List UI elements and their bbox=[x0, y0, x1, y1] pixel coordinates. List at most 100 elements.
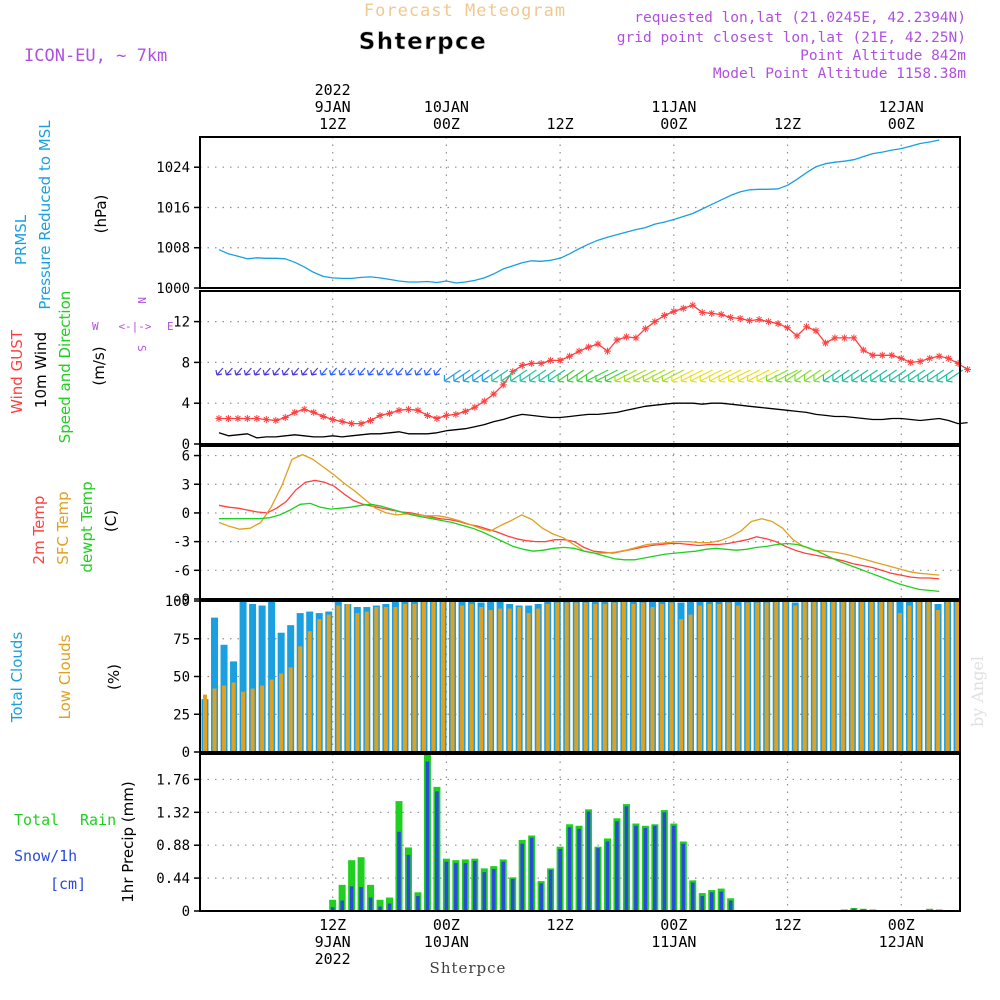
wind-direction-arrow bbox=[538, 369, 556, 383]
low-cloud-bar bbox=[374, 607, 379, 752]
low-cloud-bar bbox=[726, 602, 731, 752]
wind-gust-marker bbox=[433, 415, 441, 422]
wind-gust-marker bbox=[727, 314, 735, 322]
wind-gust-marker bbox=[471, 403, 479, 411]
low-cloud-bar bbox=[688, 614, 693, 752]
precip-panel: 0 0.44 0.88 1.32 1.76 bbox=[156, 753, 961, 920]
low-cloud-bar bbox=[555, 602, 560, 752]
clouds-frame bbox=[199, 600, 961, 753]
low-cloud-bar bbox=[469, 604, 474, 752]
wind-gust-marker bbox=[632, 334, 640, 342]
wind-gust-marker bbox=[310, 408, 318, 416]
wind-direction-arrow bbox=[813, 369, 831, 383]
snow-precip-bar bbox=[454, 863, 458, 911]
low-cloud-bar bbox=[307, 631, 312, 752]
temp-dew-line bbox=[219, 502, 940, 593]
low-cloud-bar bbox=[812, 601, 817, 752]
cloud-unit-label: (%) bbox=[105, 664, 123, 690]
clouds-ytick-label: 25 bbox=[173, 707, 190, 723]
wind-direction-arrow bbox=[841, 369, 859, 383]
snow-precip-bar bbox=[416, 896, 420, 911]
snow-precip-bar bbox=[340, 900, 344, 911]
wind-gust-marker bbox=[404, 405, 412, 413]
low-cloud-bar bbox=[450, 601, 455, 752]
snow-precip-bar bbox=[349, 886, 354, 911]
wind-direction-arrow bbox=[366, 367, 376, 376]
temperature-panel: -9 -6 -3 0 3 6 bbox=[173, 445, 961, 608]
wind-gust-marker bbox=[869, 351, 877, 359]
wind-gust-marker bbox=[594, 340, 602, 348]
wind-gust-marker bbox=[954, 359, 962, 367]
wind-direction-arrow bbox=[243, 367, 252, 376]
wind-panel-labels: Wind GUST 10m Wind Speed and Direction (… bbox=[8, 291, 174, 444]
temp-2m-line bbox=[218, 479, 940, 580]
total-precip-bar bbox=[329, 899, 337, 911]
pressure-panel: 1000 1008 1016 1024 bbox=[156, 136, 961, 297]
wind-gust-marker bbox=[784, 324, 792, 332]
snow-precip-bar bbox=[672, 825, 676, 911]
low-cloud-bar bbox=[764, 602, 769, 752]
wind-gust-marker bbox=[907, 358, 915, 366]
wind-gust-marker bbox=[802, 323, 810, 331]
wind-gust-marker bbox=[234, 415, 242, 422]
low-cloud-bar bbox=[441, 601, 445, 752]
snow-precip-bar bbox=[586, 811, 591, 911]
low-clouds-label: Low Clouds bbox=[56, 634, 74, 719]
wind-gust-marker bbox=[926, 354, 934, 362]
wind-gust-marker bbox=[319, 412, 327, 420]
precipitation-ytick-label: 0 bbox=[182, 904, 190, 920]
wind-direction-arrow bbox=[927, 369, 945, 383]
temp-2m-label: 2m Temp bbox=[30, 496, 48, 565]
snow-precip-bar bbox=[510, 878, 515, 911]
low-cloud-bar bbox=[545, 604, 550, 752]
snow-precip-bar bbox=[709, 892, 714, 911]
low-cloud-bar bbox=[669, 602, 674, 752]
wind-gust-marker bbox=[262, 416, 270, 424]
low-cloud-bar bbox=[431, 601, 436, 752]
compass-e: E bbox=[167, 320, 174, 333]
low-cloud-bar bbox=[698, 605, 703, 752]
low-cloud-bar bbox=[878, 601, 883, 752]
low-cloud-bar bbox=[793, 605, 798, 752]
wind-direction-arrow bbox=[879, 369, 897, 383]
top-time-label: 00Z bbox=[660, 115, 687, 133]
wind-direction-arrow bbox=[917, 369, 935, 383]
wind-direction-arrow bbox=[281, 367, 290, 376]
wind-gust-marker bbox=[736, 315, 744, 323]
wind-gust-marker bbox=[452, 410, 460, 418]
low-cloud-bar bbox=[317, 619, 322, 752]
cloud-panel-labels: Total Clouds Low Clouds (%) bbox=[8, 632, 123, 724]
snow-precip-bar bbox=[397, 831, 401, 911]
wind-gust-marker bbox=[556, 356, 564, 364]
wind-direction-arrow bbox=[822, 369, 840, 383]
snow-precip-bar bbox=[387, 903, 392, 911]
credit-label: by Angel bbox=[968, 656, 987, 727]
snow-precip-bar bbox=[359, 887, 363, 911]
wind-gust-marker bbox=[528, 359, 536, 367]
low-cloud-bar bbox=[517, 607, 522, 752]
snow-precip-bar bbox=[378, 906, 382, 911]
snow-precip-bar bbox=[662, 812, 667, 911]
wind-gust-marker bbox=[897, 354, 905, 362]
low-cloud-bar bbox=[659, 604, 664, 752]
wind-gust-marker bbox=[603, 347, 611, 355]
compass-n: N bbox=[135, 297, 148, 304]
wind-gust-marker bbox=[281, 413, 289, 421]
wind-gust-marker bbox=[300, 405, 308, 413]
total-cloud-bar bbox=[211, 617, 219, 752]
top-time-label: 9JAN bbox=[315, 98, 351, 116]
low-cloud-bar bbox=[783, 601, 788, 752]
low-cloud-bar bbox=[269, 679, 274, 752]
wind-gust-marker bbox=[509, 368, 517, 376]
wind-direction-arrow bbox=[423, 367, 432, 376]
wind-direction-arrow bbox=[576, 369, 594, 383]
top-time-label: 11JAN bbox=[651, 98, 696, 116]
snow-precip-bar bbox=[520, 843, 524, 911]
snow-precip-bar bbox=[567, 827, 572, 911]
clouds-ytick-label: 100 bbox=[165, 594, 190, 610]
wind-frame bbox=[199, 290, 961, 445]
wind-gust-marker bbox=[272, 417, 280, 425]
snow-precip-bar bbox=[425, 761, 430, 911]
wind-direction-arrow bbox=[604, 369, 628, 383]
wind-direction-arrow bbox=[623, 369, 647, 383]
